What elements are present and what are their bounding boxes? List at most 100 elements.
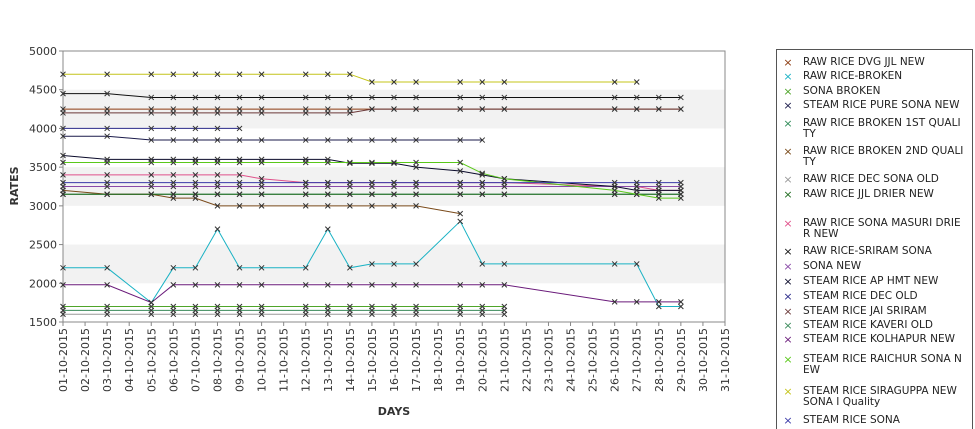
- data-point-marker: [479, 137, 486, 143]
- data-point-marker: [60, 90, 66, 97]
- data-point-marker: [457, 94, 464, 101]
- y-tick-label: 4500: [29, 84, 57, 97]
- data-point-marker: [60, 307, 66, 314]
- x-axis-title: DAYS: [378, 405, 411, 418]
- data-point-marker: [192, 71, 199, 78]
- data-point-marker: [611, 106, 618, 112]
- legend-label: RAW RICE DEC SONA OLD: [803, 173, 939, 185]
- chart-legend: × RAW RICE DVG JJL NEW × RAW RICE-BROKEN × SO…: [776, 49, 973, 429]
- data-point-marker: [369, 94, 375, 101]
- data-point-marker: [413, 203, 419, 209]
- data-point-marker: [501, 261, 508, 267]
- data-point-marker: [60, 172, 66, 178]
- data-point-marker: [611, 94, 618, 101]
- data-point-marker: [413, 79, 419, 85]
- data-point-marker: [104, 191, 110, 198]
- data-point-marker: [633, 261, 640, 267]
- x-axis-ticks: 01-10-2015 02-10-2015 03-10-2015 04-10-2015…: [57, 322, 732, 392]
- data-point-marker: [413, 159, 419, 166]
- legend-marker-icon: ×: [783, 145, 793, 158]
- data-point-marker: [369, 261, 375, 267]
- data-point-marker: [170, 179, 177, 186]
- data-point-marker: [324, 203, 331, 209]
- data-point-marker: [214, 94, 221, 101]
- data-point-marker: [347, 137, 353, 143]
- legend-label: STEAM RICE AP HMT NEW: [803, 275, 939, 287]
- x-tick-label: 21-10-2015: [498, 328, 511, 392]
- data-point-marker: [655, 106, 662, 112]
- legend-marker-icon: ×: [783, 70, 793, 83]
- data-point-marker: [479, 179, 486, 186]
- data-point-marker: [413, 137, 419, 143]
- x-tick-label: 20-10-2015: [476, 328, 489, 392]
- data-point-marker: [302, 110, 309, 116]
- data-point-marker: [501, 307, 508, 314]
- data-point-marker: [347, 110, 353, 116]
- data-point-marker: [501, 179, 508, 186]
- data-point-marker: [170, 137, 177, 143]
- legend-marker-icon: ×: [783, 245, 793, 258]
- series-line: [63, 73, 637, 83]
- data-point-marker: [170, 172, 177, 178]
- data-point-marker: [258, 159, 265, 166]
- data-point-marker: [148, 179, 155, 186]
- data-point-marker: [236, 191, 243, 198]
- data-point-marker: [192, 110, 199, 116]
- data-point-marker: [214, 137, 221, 143]
- data-point-marker: [148, 307, 155, 314]
- x-tick-label: 15-10-2015: [366, 328, 379, 392]
- data-point-marker: [170, 71, 177, 78]
- data-point-marker: [236, 307, 243, 314]
- data-point-marker: [170, 307, 177, 314]
- data-point-marker: [104, 264, 110, 271]
- data-point-marker: [413, 94, 419, 101]
- data-point-marker: [391, 191, 397, 198]
- legend-marker-icon: ×: [783, 319, 793, 332]
- legend-label: RAW RICE-BROKEN: [803, 70, 903, 82]
- y-tick-label: 1500: [29, 316, 57, 329]
- data-point-marker: [391, 160, 397, 167]
- data-point-marker: [60, 152, 66, 159]
- data-point-marker: [611, 261, 618, 267]
- data-point-marker: [369, 160, 375, 167]
- data-point-marker: [302, 179, 309, 186]
- data-point-marker: [258, 179, 265, 186]
- data-point-marker: [413, 164, 419, 170]
- x-tick-label: 26-10-2015: [609, 328, 622, 392]
- data-point-marker: [236, 172, 243, 178]
- series-line: [63, 135, 483, 141]
- data-point-marker: [214, 159, 221, 166]
- x-tick-label: 29-10-2015: [675, 328, 688, 392]
- x-tick-label: 06-10-2015: [167, 328, 180, 392]
- data-point-marker: [633, 299, 640, 305]
- y-tick-label: 2000: [29, 277, 57, 290]
- data-point-marker: [214, 179, 221, 186]
- data-point-marker: [192, 137, 199, 143]
- series-markers: [60, 71, 684, 318]
- x-tick-label: 22-10-2015: [520, 328, 533, 392]
- data-point-marker: [501, 106, 508, 112]
- data-point-marker: [501, 94, 508, 101]
- y-axis-title: RATES: [8, 166, 21, 205]
- data-point-marker: [236, 179, 243, 186]
- data-point-marker: [148, 125, 155, 132]
- x-tick-label: 24-10-2015: [565, 328, 578, 392]
- data-point-marker: [347, 203, 353, 209]
- legend-marker-icon: ×: [783, 217, 793, 230]
- data-point-marker: [170, 159, 177, 166]
- data-point-marker: [104, 172, 110, 178]
- data-point-marker: [192, 191, 199, 198]
- data-point-marker: [170, 191, 177, 198]
- legend-marker-icon: ×: [783, 117, 793, 130]
- data-point-marker: [236, 281, 243, 288]
- data-point-marker: [324, 71, 331, 78]
- data-point-marker: [236, 94, 243, 101]
- data-point-marker: [479, 307, 486, 314]
- legend-marker-icon: ×: [783, 385, 793, 398]
- legend-marker-icon: ×: [783, 99, 793, 112]
- data-point-marker: [457, 218, 464, 225]
- data-point-marker: [302, 307, 309, 314]
- data-point-marker: [214, 203, 221, 209]
- data-point-marker: [236, 110, 243, 116]
- data-point-marker: [324, 307, 331, 314]
